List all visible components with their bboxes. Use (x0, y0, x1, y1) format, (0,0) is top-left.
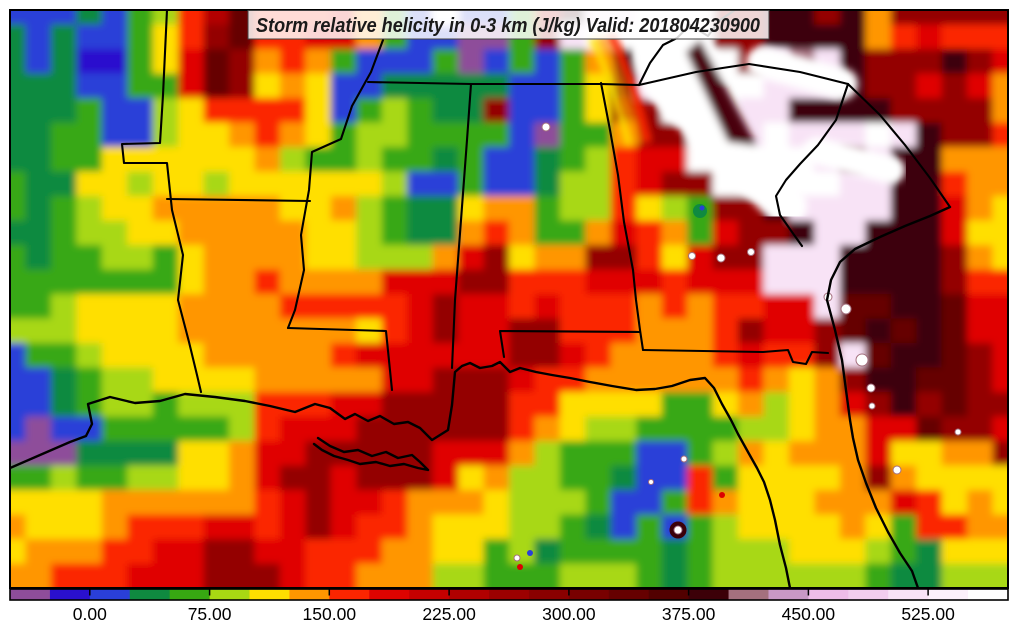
svg-text:300.00: 300.00 (542, 604, 596, 624)
svg-text:375.00: 375.00 (662, 604, 716, 624)
svg-text:75.00: 75.00 (188, 604, 232, 624)
svg-text:525.00: 525.00 (901, 604, 955, 624)
svg-text:0.00: 0.00 (73, 604, 107, 624)
svg-text:Storm relative helicity in 0-3: Storm relative helicity in 0-3 km (J/kg)… (256, 15, 760, 37)
svg-text:150.00: 150.00 (303, 604, 357, 624)
svg-text:225.00: 225.00 (422, 604, 476, 624)
svg-text:450.00: 450.00 (782, 604, 836, 624)
